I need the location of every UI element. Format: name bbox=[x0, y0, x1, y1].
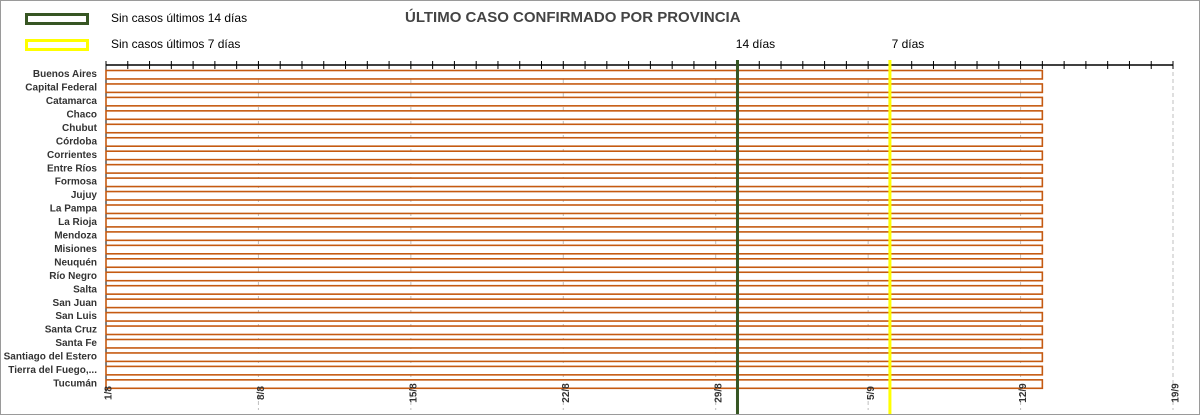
bar bbox=[105, 365, 1044, 376]
bar bbox=[105, 96, 1044, 107]
bar bbox=[105, 379, 1044, 390]
legend-label-7-days: Sin casos últimos 7 días bbox=[111, 37, 241, 51]
legend-label-14-days: Sin casos últimos 14 días bbox=[111, 11, 248, 25]
category-label: Salta bbox=[73, 284, 97, 295]
category-label: Río Negro bbox=[49, 271, 97, 282]
category-label: Tierra del Fuego,... bbox=[8, 365, 97, 376]
category-label: Mendoza bbox=[54, 231, 97, 242]
category-label: Buenos Aires bbox=[33, 69, 98, 80]
chart-title: ÚLTIMO CASO CONFIRMADO POR PROVINCIA bbox=[405, 9, 741, 26]
bar bbox=[105, 177, 1044, 188]
category-label: Tucumán bbox=[53, 378, 97, 389]
category-label: Córdoba bbox=[56, 136, 98, 147]
bar bbox=[105, 150, 1044, 161]
bar bbox=[105, 190, 1044, 201]
bar bbox=[105, 110, 1044, 121]
category-label: Santa Fe bbox=[55, 338, 97, 349]
category-label: Santa Cruz bbox=[45, 325, 97, 336]
x-tick-label: 29/8 bbox=[713, 383, 724, 403]
bar bbox=[105, 284, 1044, 295]
bar bbox=[105, 136, 1044, 147]
bar bbox=[105, 352, 1044, 363]
x-tick-label: 19/9 bbox=[1171, 383, 1182, 403]
category-label: Chaco bbox=[66, 109, 97, 120]
legend-swatch-7-days bbox=[25, 39, 89, 51]
bar bbox=[105, 257, 1044, 269]
bar bbox=[105, 163, 1044, 174]
category-label: La Rioja bbox=[58, 217, 97, 228]
bar bbox=[105, 325, 1044, 336]
reference-label-14-days: 14 días bbox=[736, 37, 775, 51]
reference-label-7-days: 7 días bbox=[892, 37, 925, 51]
bar bbox=[105, 123, 1044, 134]
x-tick-label: 5/9 bbox=[866, 386, 877, 400]
category-label: Entre Ríos bbox=[47, 163, 97, 174]
bar bbox=[105, 204, 1044, 215]
x-tick-label: 12/9 bbox=[1018, 383, 1029, 403]
category-label: La Pampa bbox=[50, 204, 98, 215]
category-label: Catamarca bbox=[46, 96, 98, 107]
x-tick-label: 15/8 bbox=[408, 383, 419, 403]
category-label: Formosa bbox=[55, 177, 98, 188]
category-label: San Juan bbox=[53, 298, 97, 309]
bar bbox=[105, 231, 1044, 242]
category-label: Chubut bbox=[62, 123, 98, 134]
category-label: Jujuy bbox=[71, 190, 98, 201]
bar bbox=[105, 271, 1044, 282]
legend-swatch-14-days bbox=[25, 13, 89, 25]
bar bbox=[105, 311, 1044, 322]
category-label: Capital Federal bbox=[25, 83, 97, 94]
bar bbox=[105, 83, 1044, 94]
category-label: San Luis bbox=[55, 311, 97, 322]
bar bbox=[105, 217, 1044, 228]
category-label: Corrientes bbox=[47, 150, 97, 161]
category-label: Neuquén bbox=[54, 257, 97, 268]
category-label: Santiago del Estero bbox=[4, 352, 97, 363]
x-tick-label: 1/8 bbox=[104, 386, 115, 400]
x-tick-label: 8/8 bbox=[256, 386, 267, 400]
x-tick-label: 22/8 bbox=[561, 383, 572, 403]
bar bbox=[105, 244, 1044, 255]
category-label: Misiones bbox=[54, 244, 97, 255]
bar bbox=[105, 298, 1044, 309]
bar bbox=[105, 69, 1044, 80]
bar bbox=[105, 338, 1044, 349]
